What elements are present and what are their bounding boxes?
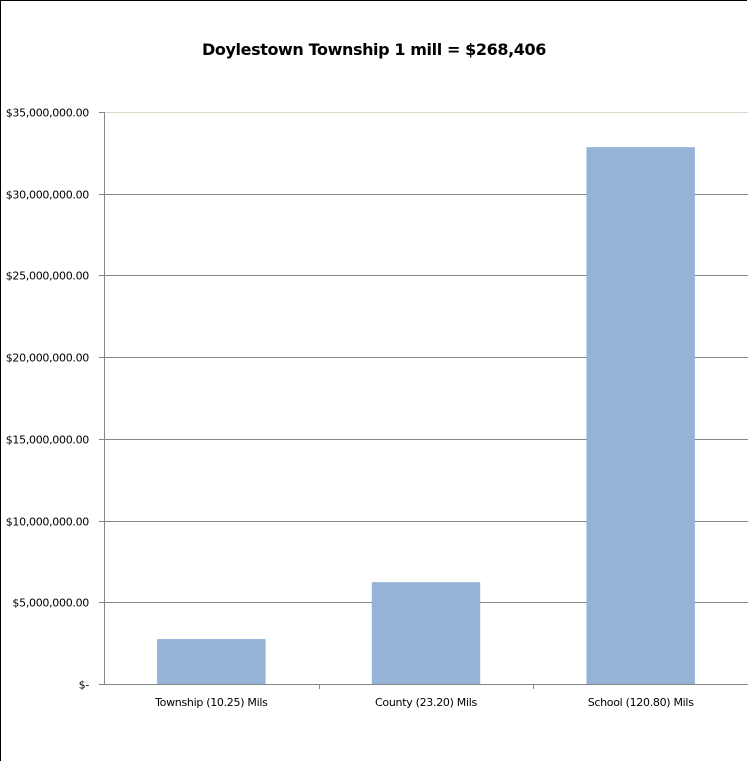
y-tick-label: $- bbox=[79, 679, 90, 692]
y-tick-label: $30,000,000.00 bbox=[6, 189, 90, 202]
y-tick-label: $35,000,000.00 bbox=[6, 107, 90, 120]
x-tick-label: Township (10.25) Mils bbox=[154, 696, 268, 709]
chart-title: Doylestown Township 1 mill = $268,406 bbox=[202, 40, 546, 59]
x-tick-label: County (23.20) Mils bbox=[375, 696, 477, 709]
bar bbox=[157, 639, 266, 684]
y-tick-label: $5,000,000.00 bbox=[12, 597, 89, 610]
bar bbox=[371, 582, 481, 684]
bar bbox=[586, 147, 695, 684]
y-tick-label: $20,000,000.00 bbox=[6, 352, 90, 365]
y-tick-label: $15,000,000.00 bbox=[6, 434, 90, 447]
x-tick-label: School (120.80) Mils bbox=[588, 696, 694, 709]
y-tick-label: $10,000,000.00 bbox=[6, 516, 90, 529]
y-tick-label: $25,000,000.00 bbox=[6, 270, 90, 283]
